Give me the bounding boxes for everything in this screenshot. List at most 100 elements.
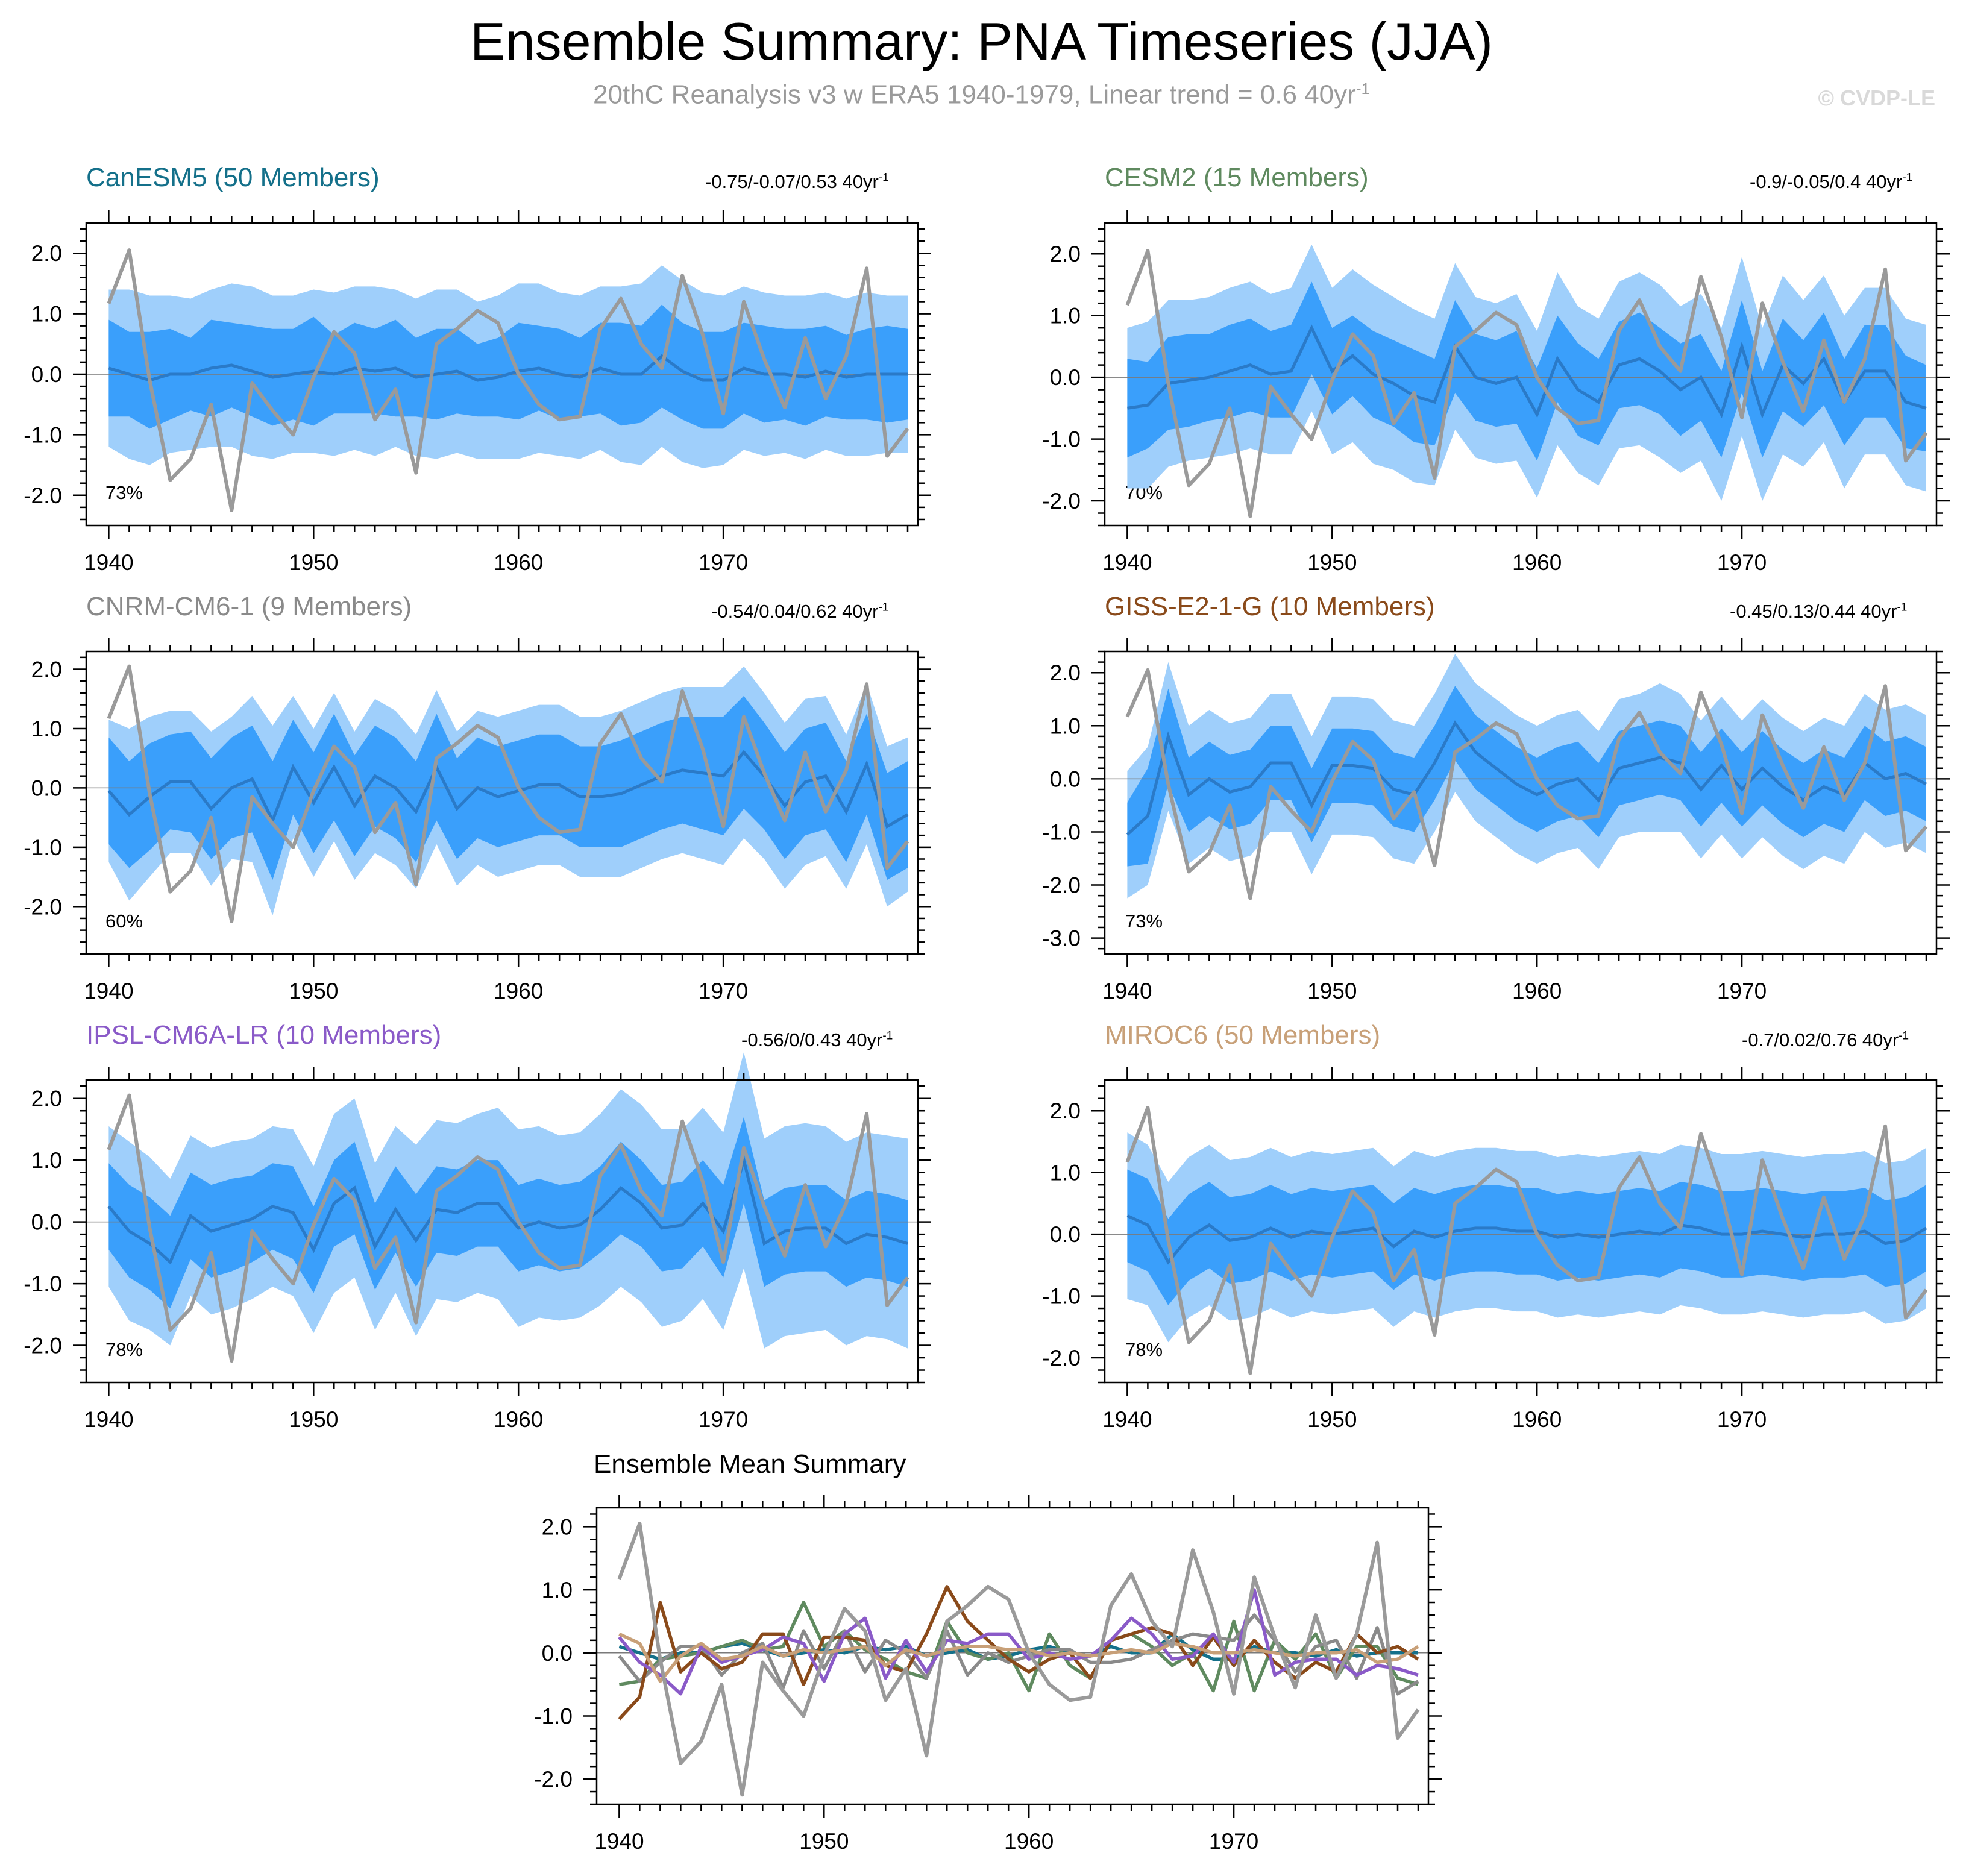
panel-chart: 2.0 1.0 0.0 -1.0 -2.0 1940 1950 1960 1970	[24, 1052, 931, 1432]
y-tick-label: -1.0	[24, 835, 62, 860]
panel-title: IPSL-CM6A-LR (10 Members)	[86, 1020, 442, 1050]
y-axis: 2.0 1.0 0.0 -1.0 -2.0	[1042, 228, 1950, 527]
x-tick-label: 1940	[1102, 979, 1152, 1003]
ensemble-mean-line	[1126, 720, 1927, 836]
observed-line	[107, 664, 909, 923]
y-tick-label: -2.0	[1042, 873, 1081, 898]
observed-line	[617, 1522, 1420, 1797]
plot-frame	[85, 1079, 919, 1384]
x-tick-label: 1950	[1307, 550, 1357, 575]
x-tick-label: 1950	[289, 1407, 338, 1432]
observed-line	[1125, 668, 1928, 900]
band-inner	[108, 304, 908, 429]
trend-sup: -1	[878, 171, 889, 184]
panel-trend: -0.54/0.04/0.62 40yr-1	[711, 601, 888, 623]
panel-trend: -0.56/0/0.43 40yr-1	[741, 1029, 893, 1051]
plot-area	[86, 664, 918, 923]
trend-text: -0.45/0.13/0.44 40yr	[1730, 601, 1897, 622]
plot-area	[1105, 654, 1936, 900]
x-axis: 1940 1950 1960 1970	[84, 638, 909, 1003]
trend-text: -0.56/0/0.43 40yr	[741, 1029, 883, 1050]
x-tick-label: 1960	[494, 550, 543, 575]
y-tick-label: -2.0	[24, 483, 62, 508]
y-tick-label: -3.0	[1042, 926, 1081, 951]
x-axis: 1940 1950 1960 1970	[1102, 638, 1927, 1003]
band-inner	[1127, 686, 1927, 867]
y-axis: 2.0 1.0 0.0 -1.0 -2.0	[1042, 1085, 1950, 1384]
y-tick-label: 0.0	[31, 362, 62, 387]
x-tick-label: 1940	[1102, 1407, 1152, 1432]
y-tick-label: 1.0	[1050, 304, 1081, 328]
x-tick-label: 1950	[289, 550, 338, 575]
x-tick-label: 1940	[84, 1407, 133, 1432]
y-tick-label: 2.0	[1050, 1099, 1081, 1123]
x-tick-label: 1960	[1512, 979, 1562, 1003]
ensemble-mean-line	[618, 1632, 1419, 1683]
ensemble-mean-line	[107, 750, 909, 829]
y-tick-label: 1.0	[31, 302, 62, 327]
panel-percent: 78%	[1125, 1339, 1163, 1360]
trend-text: -0.75/-0.07/0.53 40yr	[705, 171, 879, 192]
y-tick-label: 0.0	[1050, 1222, 1081, 1247]
copyright-watermark: © CVDP-LE	[1818, 86, 1935, 110]
band-inner	[108, 1117, 908, 1309]
x-tick-label: 1950	[1307, 979, 1357, 1003]
subtitle-text: 20thC Reanalysis v3 w ERA5 1940-1979, Li…	[593, 80, 1356, 110]
panel-trend: -0.75/-0.07/0.53 40yr-1	[705, 171, 889, 193]
summary-title: Ensemble Mean Summary	[594, 1449, 906, 1479]
y-tick-label: 1.0	[31, 1148, 62, 1173]
y-tick-label: 0.0	[542, 1641, 573, 1666]
panel-percent: 73%	[1125, 911, 1163, 932]
x-tick-label: 1940	[84, 979, 133, 1003]
y-tick-label: 0.0	[31, 1210, 62, 1235]
plot-frame	[1104, 1079, 1938, 1384]
y-axis: 2.0 1.0 0.0 -1.0 -2.0 -3.0	[1042, 650, 1950, 951]
y-axis: 2.0 1.0 0.0 -1.0 -2.0	[534, 1513, 1442, 1805]
y-tick-label: -1.0	[1042, 1284, 1081, 1309]
plot-frame	[1104, 650, 1938, 955]
x-tick-label: 1970	[1717, 979, 1767, 1003]
y-tick-label: -1.0	[1042, 820, 1081, 844]
y-tick-label: 1.0	[1050, 714, 1081, 738]
panel-title: MIROC6 (50 Members)	[1105, 1020, 1381, 1050]
x-tick-label: 1970	[699, 979, 748, 1003]
ensemble-mean-line	[107, 1154, 908, 1265]
trend-sup: -1	[1897, 601, 1908, 614]
y-tick-label: -1.0	[24, 1272, 62, 1296]
observed-line	[107, 248, 909, 512]
y-axis: 2.0 1.0 0.0 -1.0 -2.0	[24, 656, 931, 955]
y-tick-label: -2.0	[24, 1334, 62, 1358]
y-tick-label: -2.0	[24, 894, 62, 919]
y-tick-label: 2.0	[542, 1514, 573, 1539]
panel-trend: -0.7/0.02/0.76 40yr-1	[1742, 1029, 1909, 1051]
trend-text: -0.54/0.04/0.62 40yr	[711, 601, 879, 622]
panel-title: CNRM-CM6-1 (9 Members)	[86, 592, 412, 621]
y-tick-label: -2.0	[534, 1767, 573, 1792]
y-tick-label: -1.0	[534, 1704, 573, 1728]
x-tick-label: 1940	[594, 1829, 644, 1854]
panel-title: CanESM5 (50 Members)	[86, 163, 380, 192]
x-axis: 1940 1950 1960 1970	[84, 1067, 909, 1432]
x-axis: 1940 1950 1960 1970	[1102, 1067, 1927, 1432]
panel-trend: -0.9/-0.05/0.4 40yr-1	[1750, 171, 1912, 193]
x-tick-label: 1950	[289, 979, 338, 1003]
x-tick-label: 1960	[494, 1407, 543, 1432]
y-tick-label: 1.0	[542, 1578, 573, 1602]
plot-area	[597, 1522, 1428, 1797]
x-axis: 1940 1950 1960 1970	[1102, 210, 1927, 575]
x-tick-label: 1960	[1512, 550, 1562, 575]
plot-area	[1105, 1106, 1936, 1375]
panel-percent: 78%	[105, 1339, 143, 1360]
plot-frame	[595, 1507, 1430, 1805]
x-axis: 1940 1950 1960 1970	[84, 210, 909, 575]
ensemble-mean-line	[108, 354, 908, 382]
y-tick-label: 0.0	[1050, 365, 1081, 390]
trend-sup: -1	[1902, 171, 1913, 184]
y-tick-label: 0.0	[31, 776, 62, 800]
y-axis: 2.0 1.0 0.0 -1.0 -2.0	[24, 228, 931, 521]
trend-sup: -1	[882, 1029, 893, 1043]
panel-title: CESM2 (15 Members)	[1105, 163, 1369, 192]
x-tick-label: 1970	[1717, 550, 1767, 575]
band-inner	[1127, 1169, 1927, 1305]
panel-chart: 2.0 1.0 0.0 -1.0 -2.0 -3.0 1940 1950 1960 1970	[1042, 638, 1950, 1003]
